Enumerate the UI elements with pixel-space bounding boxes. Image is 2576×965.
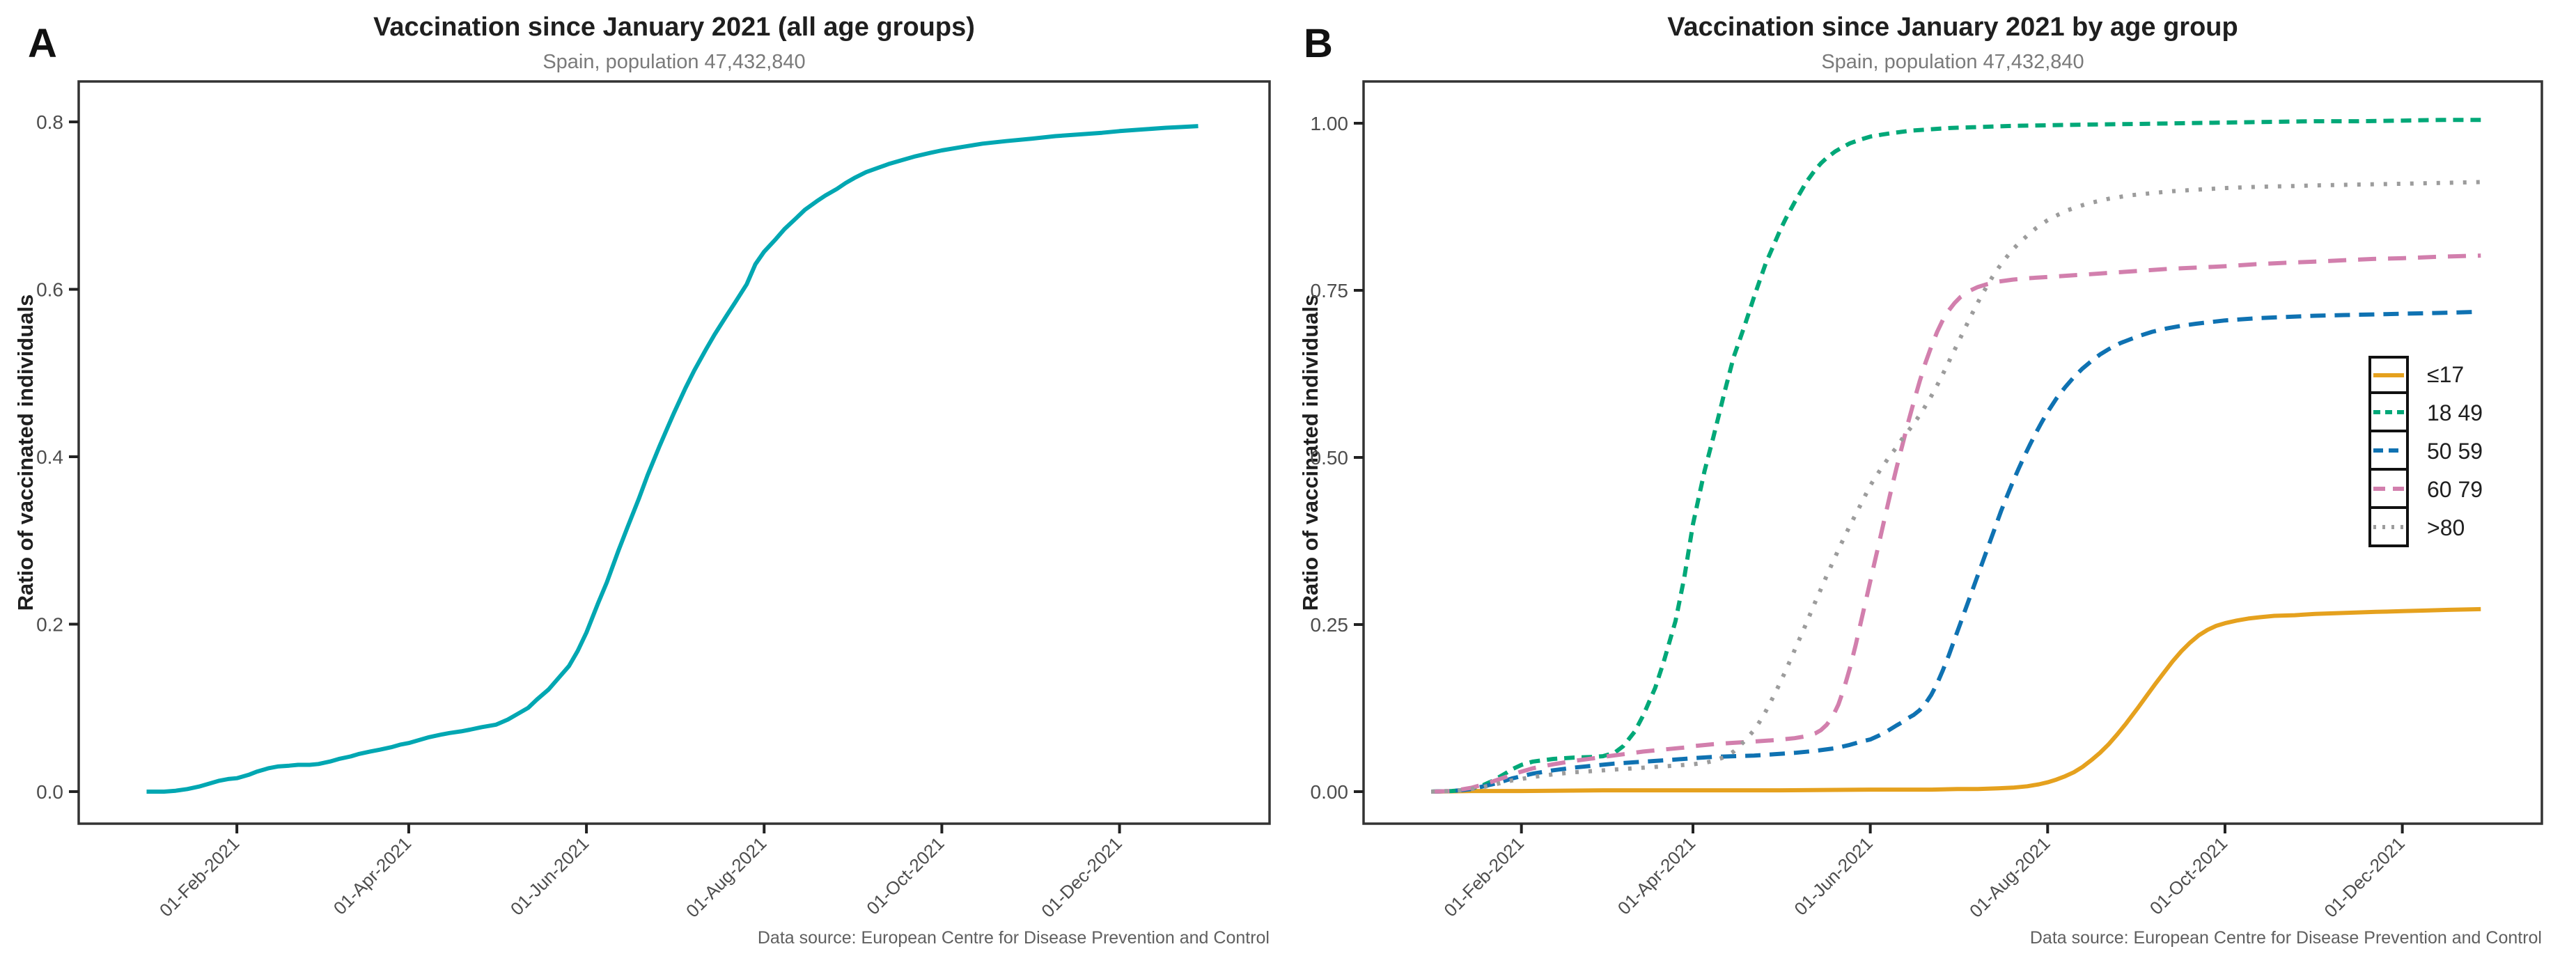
plot-border <box>1362 80 2543 825</box>
panel-a-y-axis-label: Ratio of vaccinated individuals <box>13 294 38 611</box>
plot-border <box>77 80 1271 825</box>
legend-row: 50 59 <box>2368 430 2483 471</box>
series-line-All-age-groups <box>146 124 1199 794</box>
x-tick-label: 01-Aug-2021 <box>1965 833 2054 922</box>
x-tick-label: 01-Dec-2021 <box>1037 833 1126 922</box>
legend-row: 18 49 <box>2368 391 2483 432</box>
legend-line-sample <box>2373 409 2404 414</box>
legend-row: 60 79 <box>2368 468 2483 509</box>
panel-a-caption: Data source: European Centre for Disease… <box>757 928 1270 948</box>
legend-key-swatch <box>2368 468 2409 509</box>
series-line-18-49 <box>1431 118 2481 794</box>
legend-row: >80 <box>2368 506 2483 547</box>
x-tick-label: 01-Apr-2021 <box>1614 833 1699 918</box>
panel-b-y-axis-label: Ratio of vaccinated individuals <box>1298 294 1322 611</box>
panel-a-subtitle: Spain, population 47,432,840 <box>542 51 806 73</box>
legend-key-swatch <box>2368 506 2409 547</box>
legend-label: 60 79 <box>2427 477 2483 502</box>
legend-line-sample <box>2373 448 2404 453</box>
y-tick-label: 0.8 <box>36 111 63 133</box>
legend-row: ≤17 <box>2368 356 2483 394</box>
panel-b-letter: B <box>1304 21 1333 66</box>
series-line-80 <box>1431 180 2481 794</box>
legend-label: ≤17 <box>2427 362 2465 387</box>
panel-a-title: Vaccination since January 2021 (all age … <box>373 13 975 42</box>
legend-label: 18 49 <box>2427 400 2483 425</box>
x-tick-label: 01-Aug-2021 <box>682 833 771 922</box>
panel-b-title: Vaccination since January 2021 by age gr… <box>1667 13 2238 42</box>
y-axis: 0.0 0.2 0.4 0.6 0.8 <box>36 111 79 803</box>
panel-b-subtitle: Spain, population 47,432,840 <box>1821 51 2084 73</box>
legend-key-swatch <box>2368 430 2409 471</box>
x-axis: 01-Feb-2021 01-Apr-2021 01-Jun-2021 01-Aug-… <box>155 824 1126 922</box>
x-tick-label: 01-Feb-2021 <box>1439 833 1527 920</box>
y-tick-label: 0.6 <box>36 279 63 301</box>
legend-label: >80 <box>2427 515 2465 540</box>
legend-key-swatch <box>2368 391 2409 432</box>
x-tick-label: 01-Oct-2021 <box>2146 833 2231 918</box>
series-line-60-79 <box>1431 253 2481 794</box>
legend-line-sample <box>2373 524 2404 529</box>
legend-line-sample <box>2373 486 2404 491</box>
y-tick-label: 0.00 <box>1311 781 1349 803</box>
x-tick-label: 01-Oct-2021 <box>862 833 948 918</box>
panel-a-letter: A <box>28 21 57 66</box>
y-tick-label: 0.2 <box>36 613 63 635</box>
x-tick-label: 01-Jun-2021 <box>506 833 593 919</box>
legend-label: 50 59 <box>2427 439 2483 464</box>
y-tick-label: 0.0 <box>36 781 63 803</box>
legend-key-swatch <box>2368 356 2409 394</box>
x-tick-label: 01-Feb-2021 <box>155 833 243 920</box>
series-line-17 <box>1431 606 2481 794</box>
panel-b-caption: Data source: European Centre for Disease… <box>2029 928 2542 948</box>
legend-line-sample <box>2373 372 2404 377</box>
y-tick-label: 0.4 <box>36 446 63 468</box>
legend: ≤17 18 49 50 59 60 79 >80 <box>2368 356 2483 547</box>
y-tick-label: 1.00 <box>1311 113 1349 134</box>
x-axis: 01-Feb-2021 01-Apr-2021 01-Jun-2021 01-Aug-… <box>1439 824 2409 922</box>
y-tick-label: 0.25 <box>1311 614 1349 636</box>
x-tick-label: 01-Dec-2021 <box>2320 833 2409 922</box>
series-line-50-59 <box>1431 309 2481 794</box>
x-tick-label: 01-Jun-2021 <box>1790 833 1876 919</box>
x-tick-label: 01-Apr-2021 <box>329 833 415 918</box>
